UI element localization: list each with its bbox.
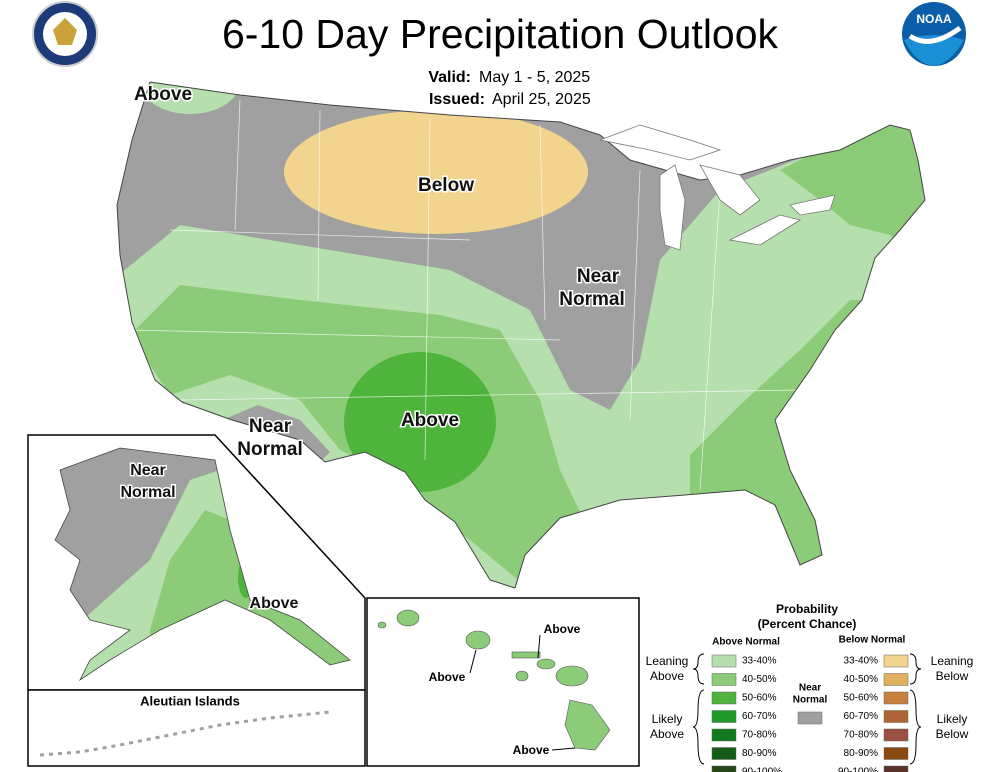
title: 6-10 Day Precipitation Outlook bbox=[222, 11, 779, 57]
legend-swatch bbox=[711, 673, 737, 686]
legend-group: Likely bbox=[652, 712, 683, 726]
legend-swatch bbox=[711, 710, 737, 723]
legend-swatch bbox=[711, 691, 737, 705]
hawaii-islands bbox=[377, 609, 611, 751]
legend-range: 80-90% bbox=[742, 748, 777, 759]
region-label: Above bbox=[250, 595, 299, 612]
legend-range: 60-70% bbox=[844, 711, 879, 722]
legend-range: 70-80% bbox=[844, 730, 879, 741]
legend-range: 50-60% bbox=[742, 693, 777, 704]
legend-range: 40-50% bbox=[742, 674, 777, 685]
legend-swatch bbox=[883, 673, 909, 686]
legend-range: 33-40% bbox=[844, 656, 879, 667]
legend-near: Normal bbox=[793, 695, 828, 706]
legend-near: Near bbox=[799, 683, 821, 694]
legend-range: 70-80% bbox=[742, 730, 777, 741]
aleutian-title: Aleutian Islands bbox=[140, 693, 240, 708]
legend-group: Above bbox=[650, 669, 684, 683]
region-label: Above bbox=[513, 743, 550, 757]
logo-text: NOAA bbox=[916, 12, 952, 26]
legend-swatch bbox=[883, 710, 909, 723]
region-label: Near bbox=[130, 462, 166, 479]
legend-header: Below Normal bbox=[839, 635, 906, 646]
region-label: Near bbox=[249, 416, 292, 437]
legend-range: 90-100% bbox=[838, 767, 878, 772]
legend-range: 90-100% bbox=[742, 767, 782, 772]
legend-swatch bbox=[797, 711, 823, 725]
region-label: Above bbox=[134, 84, 192, 105]
legend-swatch bbox=[883, 747, 909, 760]
legend-group: Leaning bbox=[931, 654, 974, 668]
noaa-logo: NOAA bbox=[902, 2, 966, 66]
legend-group: Leaning bbox=[646, 654, 689, 668]
legend-range: 80-90% bbox=[844, 748, 879, 759]
region-label: Above bbox=[544, 622, 581, 636]
region-label: Below bbox=[418, 175, 474, 196]
legend-group: Below bbox=[936, 669, 969, 683]
issued-date: April 25, 2025 bbox=[492, 91, 591, 108]
legend-range: 40-50% bbox=[844, 674, 879, 685]
region-label: Above bbox=[401, 410, 459, 431]
legend-range: 50-60% bbox=[844, 693, 879, 704]
legend-title: (Percent Chance) bbox=[758, 617, 857, 631]
legend-braces bbox=[692, 653, 922, 765]
aleutian-inset bbox=[27, 689, 366, 767]
legend-range: 60-70% bbox=[742, 711, 777, 722]
region-label: Near bbox=[577, 266, 620, 287]
region-label: Above bbox=[429, 670, 466, 684]
legend-swatch bbox=[883, 765, 909, 772]
commerce-seal bbox=[32, 1, 98, 67]
region-label: Normal bbox=[237, 439, 302, 460]
issued-label: Issued: bbox=[429, 91, 485, 108]
legend-header: Above Normal bbox=[712, 637, 780, 648]
legend-range: 33-40% bbox=[742, 656, 777, 667]
region-label: Normal bbox=[120, 484, 175, 501]
legend-swatch bbox=[883, 654, 909, 668]
legend-swatch bbox=[711, 765, 737, 772]
region-label: Normal bbox=[559, 289, 624, 310]
legend-swatch bbox=[711, 728, 737, 742]
legend-title: Probability bbox=[776, 602, 838, 616]
legend: Probability (Percent Chance) Above Norma… bbox=[646, 602, 974, 772]
valid-date: May 1 - 5, 2025 bbox=[479, 69, 590, 86]
legend-group: Below bbox=[936, 727, 969, 741]
great-lakes bbox=[598, 124, 836, 251]
legend-swatch bbox=[883, 728, 909, 742]
valid-label: Valid: bbox=[428, 69, 471, 86]
legend-swatch bbox=[711, 747, 737, 760]
legend-group: Above bbox=[650, 727, 684, 741]
legend-group: Likely bbox=[937, 712, 968, 726]
legend-swatch bbox=[883, 691, 909, 705]
legend-swatch bbox=[711, 654, 737, 668]
